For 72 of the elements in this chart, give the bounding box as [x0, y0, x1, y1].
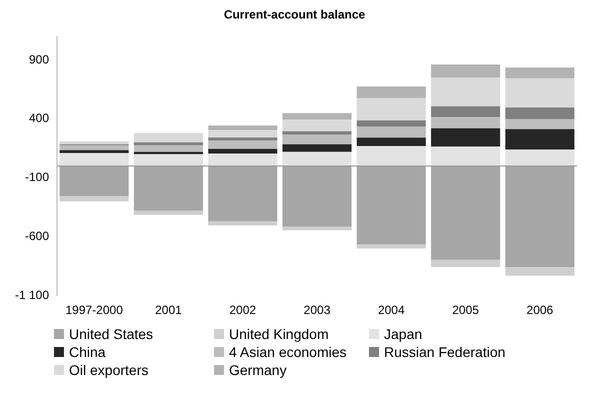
bar	[134, 166, 203, 211]
bar	[356, 126, 426, 138]
x-tick-label: 2005	[452, 303, 480, 318]
bar	[356, 120, 426, 127]
bar	[60, 196, 129, 202]
bar	[505, 150, 574, 166]
bar	[505, 107, 574, 119]
legend-label: Oil exporters	[69, 362, 148, 378]
legend-label: 4 Asian economies	[229, 344, 347, 360]
bar	[356, 98, 426, 120]
bar	[282, 144, 352, 152]
y-tick-label: -100	[24, 170, 50, 184]
legend-label: United States	[69, 326, 154, 342]
bar	[282, 134, 352, 144]
bar	[431, 128, 500, 147]
bar	[431, 117, 500, 128]
bar	[134, 154, 203, 166]
bar	[431, 260, 500, 267]
x-tick-label: 1997-2000	[65, 303, 124, 318]
bar	[505, 118, 574, 130]
x-tick-label: 2003	[304, 303, 331, 318]
legend-label: United Kingdom	[229, 326, 329, 342]
x-tick-label: 2002	[229, 303, 256, 318]
bar	[505, 266, 574, 276]
bar	[505, 129, 574, 150]
bar	[356, 244, 426, 248]
bar	[134, 133, 203, 142]
bar	[282, 226, 352, 230]
legend-label: Russian Federation	[384, 344, 506, 360]
bar	[356, 138, 426, 146]
bar	[282, 113, 352, 120]
bar	[208, 140, 278, 149]
bar	[356, 146, 426, 166]
bar	[208, 137, 278, 141]
bar	[208, 148, 278, 154]
bar	[505, 166, 574, 267]
bar	[356, 86, 426, 98]
bar	[208, 221, 278, 226]
bar	[60, 166, 129, 196]
bar	[134, 142, 203, 146]
bar	[431, 78, 500, 106]
bar	[282, 119, 352, 132]
bar	[282, 166, 352, 227]
bar	[134, 210, 203, 215]
bar	[431, 106, 500, 118]
legend-label: Germany	[229, 362, 287, 378]
bar	[208, 130, 278, 138]
bar	[505, 68, 574, 78]
y-tick-label: -600	[24, 229, 50, 244]
bar	[505, 78, 574, 108]
bar	[60, 150, 129, 154]
bar	[60, 145, 129, 150]
bar	[208, 154, 278, 166]
bar	[431, 166, 500, 260]
bar	[431, 64, 500, 78]
y-tick-label: 400	[28, 111, 50, 126]
chart-title: Current-account balance	[224, 8, 366, 22]
bar	[60, 153, 129, 166]
bar	[208, 125, 278, 130]
y-tick-label: 900	[28, 52, 50, 66]
bar	[134, 145, 203, 152]
bar	[282, 152, 352, 166]
x-tick-label: 2004	[378, 303, 405, 318]
x-tick-label: 2006	[526, 303, 554, 318]
y-tick-label: -1 100	[14, 288, 50, 302]
legend-label: China	[69, 344, 106, 360]
bar	[356, 166, 426, 244]
bar	[208, 166, 278, 222]
legend-label: Japan	[384, 326, 422, 342]
bar	[282, 131, 352, 135]
x-tick-label: 2001	[155, 303, 182, 318]
bar	[431, 146, 500, 166]
